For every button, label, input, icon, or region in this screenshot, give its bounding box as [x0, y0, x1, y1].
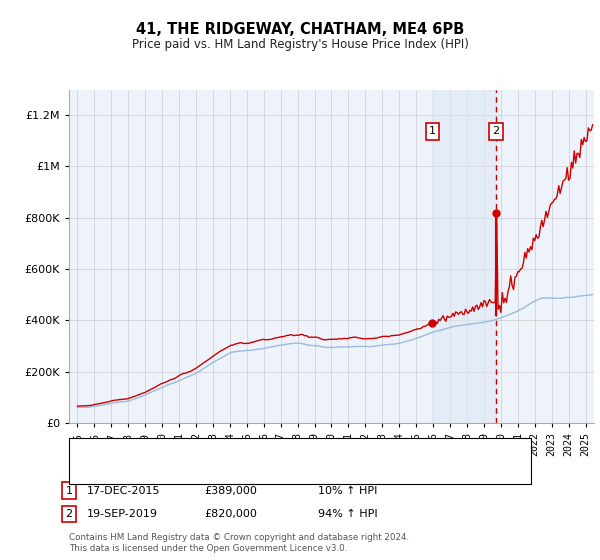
Text: 94% ↑ HPI: 94% ↑ HPI [318, 509, 377, 519]
Text: £820,000: £820,000 [204, 509, 257, 519]
Text: ———: ——— [81, 466, 118, 479]
Text: 2: 2 [65, 509, 73, 519]
Text: 2: 2 [493, 126, 500, 136]
Text: £389,000: £389,000 [204, 486, 257, 496]
Text: 1: 1 [65, 486, 73, 496]
Text: 41, THE RIDGEWAY, CHATHAM, ME4 6PB: 41, THE RIDGEWAY, CHATHAM, ME4 6PB [136, 22, 464, 38]
Text: Contains HM Land Registry data © Crown copyright and database right 2024.
This d: Contains HM Land Registry data © Crown c… [69, 533, 409, 553]
Text: Price paid vs. HM Land Registry's House Price Index (HPI): Price paid vs. HM Land Registry's House … [131, 38, 469, 50]
Bar [433, 90, 496, 423]
Text: 1: 1 [429, 126, 436, 136]
Text: 41, THE RIDGEWAY, CHATHAM, ME4 6PB (detached house): 41, THE RIDGEWAY, CHATHAM, ME4 6PB (deta… [114, 447, 418, 457]
Text: HPI: Average price, detached house, Medway: HPI: Average price, detached house, Medw… [114, 468, 350, 478]
Text: 19-SEP-2019: 19-SEP-2019 [87, 509, 158, 519]
Text: ———: ——— [81, 445, 118, 459]
Text: 17-DEC-2015: 17-DEC-2015 [87, 486, 161, 496]
Text: 10% ↑ HPI: 10% ↑ HPI [318, 486, 377, 496]
